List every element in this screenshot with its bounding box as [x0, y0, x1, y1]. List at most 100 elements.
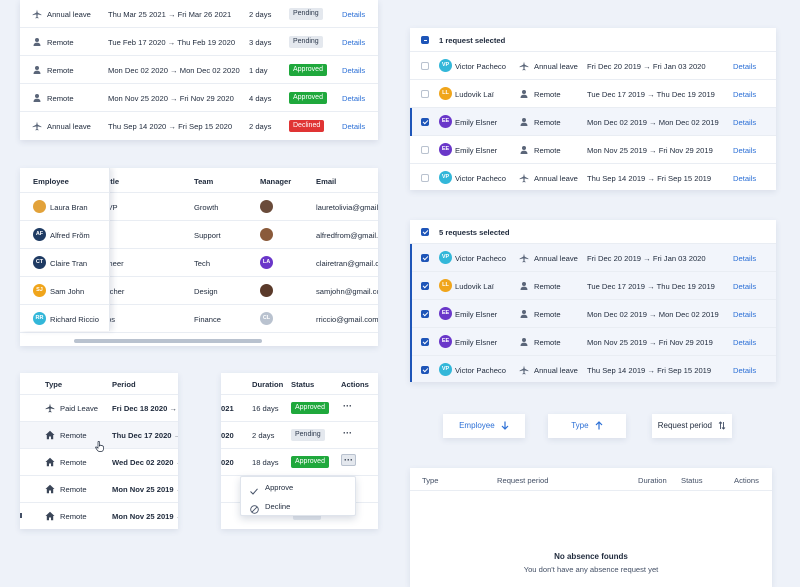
- email: clairetran@gmail.com: [316, 259, 378, 268]
- sort-period-button[interactable]: Request period: [652, 414, 732, 438]
- home-icon: [45, 430, 55, 440]
- home-icon: [45, 484, 55, 494]
- requests-table-card: Annual leave Thu Mar 25 2021 → Fri Mar 26…: [20, 0, 378, 140]
- request-row[interactable]: EE Emily Elsner Remote Mon Nov 25 2019 → Fr…: [410, 136, 776, 164]
- request-row[interactable]: VP Victor Pacheco Annual leave Thu Sep 14 2…: [410, 356, 776, 382]
- avatar: VP: [439, 171, 452, 184]
- row-checkbox[interactable]: [421, 146, 429, 154]
- type-row[interactable]: Remote Thu Dec 17 2020 →: [20, 422, 178, 449]
- request-row[interactable]: VP Victor Pacheco Annual leave Fri Dec 20 2…: [410, 52, 776, 80]
- request-period: Mon Dec 02 2019 → Mon Dec 02 2019: [587, 310, 719, 319]
- avatar: LL: [439, 87, 452, 100]
- request-row[interactable]: EE Emily Elsner Remote Mon Nov 25 2019 → Fr…: [410, 328, 776, 356]
- selected-row-indicator: [410, 108, 412, 136]
- row-checkbox[interactable]: [421, 338, 429, 346]
- type-row[interactable]: Remote Mon Nov 25 2019 →: [20, 476, 178, 503]
- approve-menu-item[interactable]: Approve: [241, 477, 355, 496]
- decline-icon: [250, 501, 259, 519]
- duration-row[interactable]: 021 16 days Approved ···: [221, 395, 378, 422]
- row-checkbox[interactable]: [421, 282, 429, 290]
- details-link[interactable]: Details: [733, 366, 757, 375]
- row-checkbox[interactable]: [421, 174, 429, 182]
- select-all-checkbox[interactable]: [421, 228, 429, 236]
- sort-employee-button[interactable]: Employee: [443, 414, 525, 438]
- person-icon: [32, 93, 42, 103]
- details-link[interactable]: Details: [733, 310, 757, 319]
- details-link[interactable]: Details: [733, 146, 757, 155]
- hand-cursor-icon: [95, 439, 104, 457]
- employee-name: Alfred Frõm: [50, 231, 90, 240]
- more-actions-icon[interactable]: ···: [343, 428, 352, 438]
- request-row[interactable]: LL Ludovik Laï Remote Tue Dec 17 2019 → Thu…: [410, 272, 776, 300]
- avatar: EE: [439, 115, 452, 128]
- type-row[interactable]: Paid Leave Fri Dec 18 2020 → S: [20, 395, 178, 422]
- details-link[interactable]: Details: [342, 66, 366, 75]
- details-link[interactable]: Details: [733, 174, 757, 183]
- details-link[interactable]: Details: [342, 38, 366, 47]
- type-row[interactable]: Remote Wed Dec 02 2020 →: [20, 449, 178, 476]
- select-all-checkbox[interactable]: [421, 36, 429, 44]
- row-checkbox[interactable]: [421, 310, 429, 318]
- empty-table-header: Type Request period Duration Status Acti…: [410, 468, 772, 491]
- duration-row[interactable]: 020 2 days Pending ···: [221, 422, 378, 449]
- email: rriccio@gmail.com: [316, 315, 378, 324]
- header-email: Email: [316, 177, 337, 186]
- request-row[interactable]: EE Emily Elsner Remote Mon Dec 02 2019 → Mo…: [410, 300, 776, 328]
- request-row[interactable]: LL Ludovik Laï Remote Tue Dec 17 2019 → Thu…: [410, 80, 776, 108]
- request-period: Mon Nov 25 2019 → Fri Nov 29 2019: [587, 338, 713, 347]
- request-type: Annual leave: [47, 122, 91, 131]
- team: Support: [194, 231, 221, 240]
- more-actions-icon[interactable]: ···: [341, 454, 356, 466]
- type-row[interactable]: Remote Mon Nov 25 2019 →: [20, 503, 178, 529]
- avatar: CT: [33, 256, 46, 269]
- sort-icon: [718, 421, 726, 431]
- leave-type: Remote: [60, 485, 87, 494]
- manager-avatar: [260, 200, 273, 213]
- request-type: Remote: [534, 338, 561, 347]
- details-link[interactable]: Details: [733, 118, 757, 127]
- details-link[interactable]: Details: [733, 338, 757, 347]
- leave-period: Mon Nov 25 2019 →: [112, 485, 178, 494]
- five-selected-table-card: 5 requests selected VP Victor Pacheco Annua…: [410, 220, 776, 382]
- request-row[interactable]: VP Victor Pacheco Annual leave Thu Sep 14 2…: [410, 164, 776, 190]
- horizontal-scrollbar[interactable]: [74, 339, 262, 343]
- details-link[interactable]: Details: [733, 90, 757, 99]
- row-checkbox[interactable]: [421, 366, 429, 374]
- decline-menu-item[interactable]: Decline: [241, 496, 355, 516]
- employee-name: Emily Elsner: [455, 310, 498, 319]
- sticky-employee-column: Employee Laura Bran AF Alfred Frõm CT Claire …: [20, 168, 110, 331]
- header-manager: Manager: [260, 177, 292, 186]
- request-row[interactable]: EE Emily Elsner Remote Mon Dec 02 2019 → Mo…: [410, 108, 776, 136]
- decline-label: Decline: [265, 502, 291, 511]
- manager-avatar: CL: [260, 312, 273, 325]
- row-checkbox[interactable]: [421, 118, 429, 126]
- request-row[interactable]: VP Victor Pacheco Annual leave Fri Dec 20 2…: [410, 244, 776, 272]
- more-actions-icon[interactable]: ···: [343, 401, 352, 411]
- request-duration: 1 day: [249, 66, 268, 75]
- employee-name: Richard Riccio: [50, 315, 99, 324]
- empty-state-title: No absence founds: [554, 552, 628, 561]
- row-checkbox[interactable]: [421, 90, 429, 98]
- employee-name: Victor Pacheco: [455, 62, 506, 71]
- employee-table-card: Job titleTeamManagerEmailMarketing VPGro…: [20, 168, 378, 346]
- details-link[interactable]: Details: [342, 10, 366, 19]
- duration: 16 days: [252, 404, 279, 413]
- details-link[interactable]: Details: [342, 122, 366, 131]
- details-link[interactable]: Details: [733, 62, 757, 71]
- row-checkbox[interactable]: [421, 62, 429, 70]
- duration-row[interactable]: 020 18 days Approved ···: [221, 449, 378, 476]
- request-period: Fri Dec 20 2019 → Fri Jan 03 2020: [587, 254, 706, 263]
- row-checkbox[interactable]: [421, 254, 429, 262]
- employee-name: Victor Pacheco: [455, 254, 506, 263]
- request-type: Remote: [534, 118, 561, 127]
- details-link[interactable]: Details: [733, 254, 757, 263]
- status-badge: Pending: [289, 8, 323, 20]
- selected-row-indicator: [410, 272, 412, 300]
- person-icon: [519, 309, 529, 319]
- details-link[interactable]: Details: [342, 94, 366, 103]
- row-edge-fragment: [20, 513, 22, 518]
- sort-type-button[interactable]: Type: [548, 414, 626, 438]
- request-row: Remote Tue Feb 17 2020 → Thu Feb 19 2020 3…: [20, 28, 378, 56]
- details-link[interactable]: Details: [733, 282, 757, 291]
- sort-period-label: Request period: [657, 421, 713, 430]
